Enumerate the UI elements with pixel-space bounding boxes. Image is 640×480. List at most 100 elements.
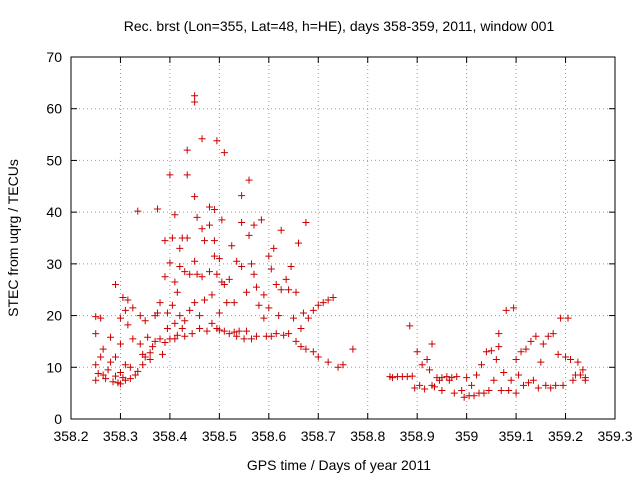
data-point — [171, 319, 179, 327]
data-point — [238, 218, 246, 226]
data-point — [205, 221, 213, 229]
data-point — [238, 192, 246, 200]
data-point — [423, 356, 431, 364]
data-point — [458, 387, 466, 395]
data-point — [482, 348, 490, 356]
data-point — [260, 314, 268, 322]
data-point — [544, 332, 552, 340]
data-point — [171, 335, 179, 343]
data-point — [235, 327, 243, 335]
data-point — [267, 332, 275, 340]
data-point — [339, 361, 347, 369]
data-point — [334, 363, 342, 371]
data-point — [492, 356, 500, 364]
data-point — [116, 368, 124, 376]
data-point — [277, 286, 285, 294]
data-point — [215, 255, 223, 263]
data-point — [161, 338, 169, 346]
y-tick-label: 10 — [46, 359, 62, 375]
data-point — [539, 340, 547, 348]
data-point — [329, 293, 337, 301]
data-point — [537, 358, 545, 366]
data-point — [282, 275, 290, 283]
data-point — [309, 306, 317, 314]
y-tick-label: 30 — [46, 256, 62, 272]
x-tick-label: 358.6 — [251, 428, 286, 444]
y-tick-label: 40 — [46, 204, 62, 220]
data-point — [403, 373, 411, 381]
data-point — [215, 309, 223, 317]
data-point — [520, 381, 528, 389]
data-point — [92, 330, 100, 338]
data-point — [92, 376, 100, 384]
data-point — [181, 332, 189, 340]
x-tick-label: 358.8 — [350, 428, 385, 444]
data-point — [126, 363, 134, 371]
data-point — [213, 270, 221, 278]
data-point — [564, 314, 572, 322]
data-point — [173, 288, 181, 296]
data-point — [198, 273, 206, 281]
data-point — [99, 345, 107, 353]
data-point — [443, 373, 451, 381]
data-point — [319, 299, 327, 307]
data-point — [421, 385, 429, 393]
data-point — [324, 296, 332, 304]
data-point — [515, 371, 523, 379]
data-point — [198, 135, 206, 143]
data-point — [191, 193, 199, 201]
data-point — [487, 347, 495, 355]
data-point — [163, 309, 171, 317]
data-point — [171, 211, 179, 219]
data-point — [220, 149, 228, 157]
y-tick-label: 0 — [54, 411, 62, 427]
data-point — [349, 345, 357, 353]
data-point — [176, 262, 184, 270]
data-point — [500, 368, 508, 376]
data-point — [388, 374, 396, 382]
data-point — [275, 312, 283, 320]
data-point — [557, 314, 565, 322]
data-point — [124, 296, 132, 304]
data-point — [156, 335, 164, 343]
data-point — [406, 322, 414, 330]
data-point — [534, 384, 542, 392]
y-tick-label: 20 — [46, 308, 62, 324]
data-point — [453, 373, 461, 381]
data-point — [124, 321, 132, 329]
data-point — [280, 331, 288, 339]
data-point — [309, 348, 317, 356]
ticks — [70, 56, 616, 420]
data-point — [576, 371, 584, 379]
data-point — [139, 361, 147, 369]
data-point — [277, 226, 285, 234]
data-point — [171, 278, 179, 286]
data-point — [181, 317, 189, 325]
data-point — [203, 327, 211, 335]
data-point — [193, 270, 201, 278]
data-point — [502, 306, 510, 314]
data-point — [129, 335, 137, 343]
data-point — [129, 304, 137, 312]
data-point — [233, 332, 241, 340]
data-point — [566, 356, 574, 364]
data-point — [218, 216, 226, 224]
data-point — [495, 330, 503, 338]
x-tick-labels: 358.2 358.3 358.4 358.5 358.6 358.7 358.8 358.9… — [53, 428, 632, 444]
data-point — [134, 207, 142, 215]
data-point — [193, 213, 201, 221]
data-point — [302, 218, 310, 226]
data-point — [554, 350, 562, 358]
data-point — [225, 330, 233, 338]
data-point — [188, 330, 196, 338]
y-axis-label: STEC from uqrg / TECUs — [5, 159, 21, 317]
data-point — [460, 393, 468, 401]
data-point — [485, 387, 493, 395]
data-point — [205, 268, 213, 276]
plot-frame — [70, 56, 616, 420]
data-point — [426, 366, 434, 374]
data-point — [413, 348, 421, 356]
data-point — [154, 205, 162, 213]
data-point — [552, 381, 560, 389]
data-point — [191, 299, 199, 307]
